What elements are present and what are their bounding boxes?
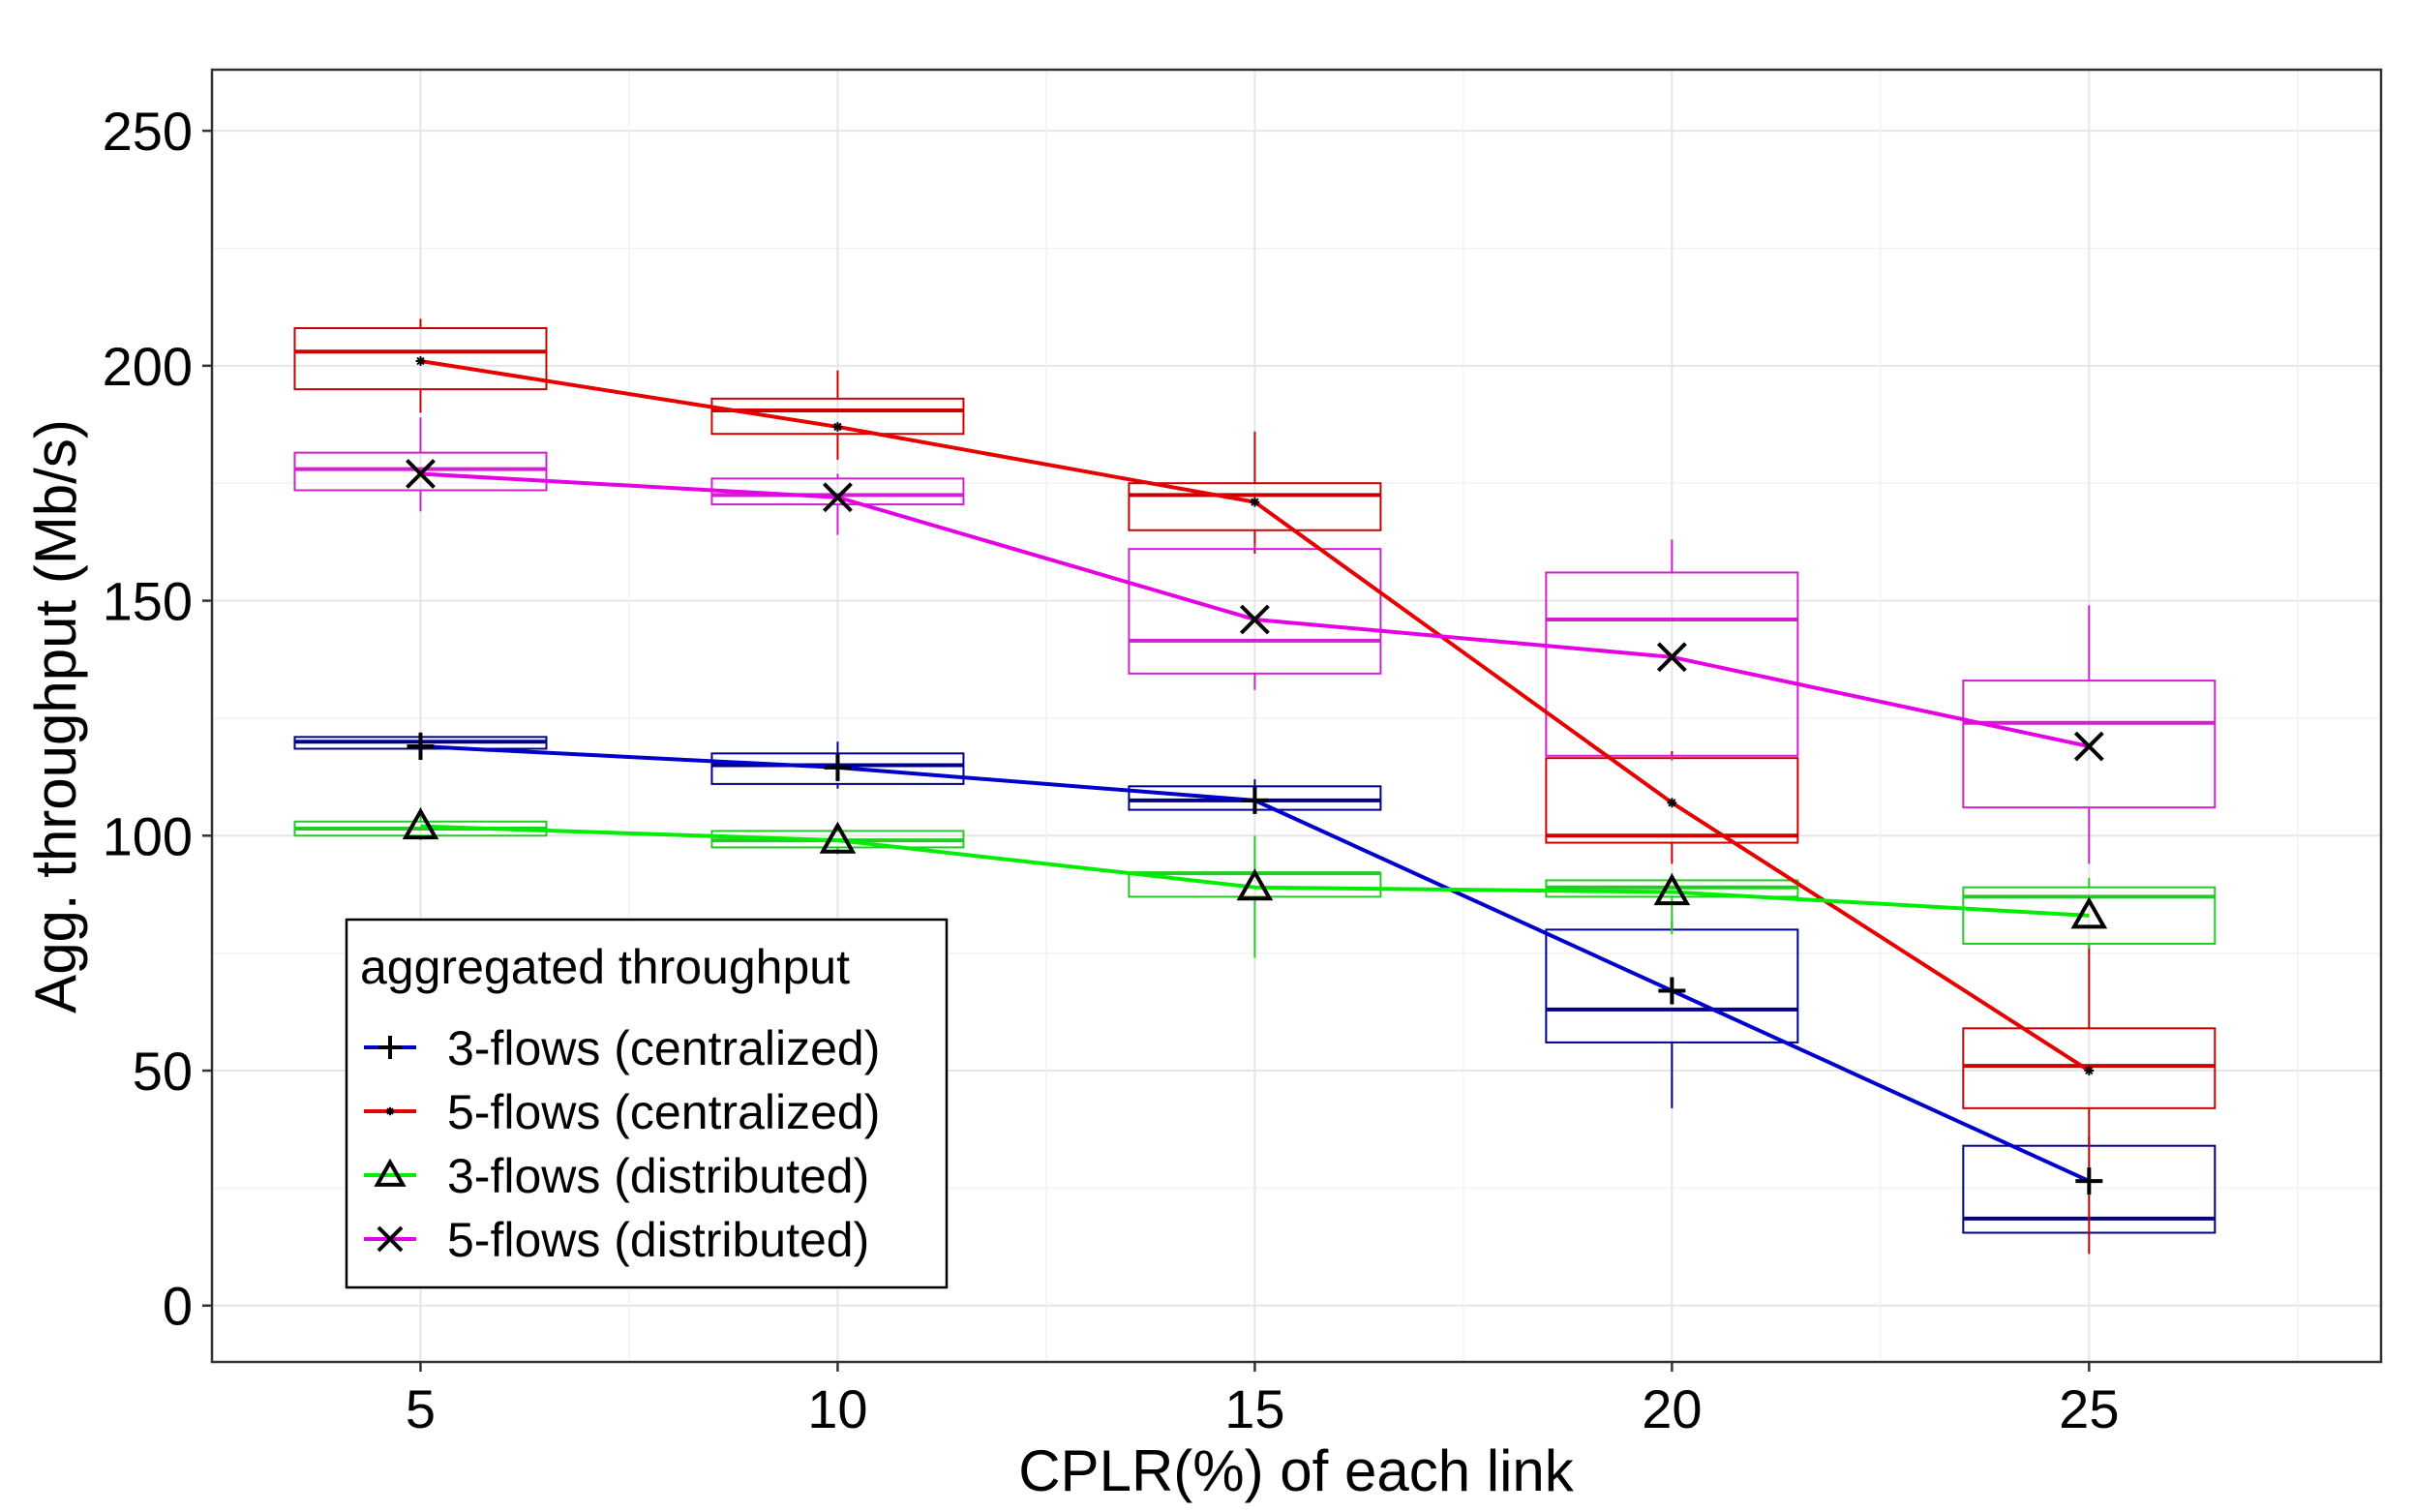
legend-label: 5-flows (distributed) xyxy=(447,1213,869,1267)
legend: aggregated throughput 3-flows (centraliz… xyxy=(345,918,949,1289)
mean-marker-3-x10 xyxy=(819,821,857,854)
mean-marker-2-x15 xyxy=(1250,497,1260,507)
mean-marker-4-x15 xyxy=(1239,604,1270,635)
box-4-x15 xyxy=(1128,544,1382,690)
legend-key-marker xyxy=(378,1036,402,1059)
mean-marker-1-x15 xyxy=(1241,786,1269,814)
mean-marker-4-x5 xyxy=(406,459,436,489)
mean-marker-4-x20 xyxy=(1656,642,1687,673)
box-iqr xyxy=(293,327,548,391)
box-2-x5 xyxy=(293,318,548,413)
mean-marker-2-x5 xyxy=(415,356,426,366)
y-tick-label: 0 xyxy=(163,1276,193,1337)
mean-marker-2-x20 xyxy=(1667,798,1677,808)
box-iqr xyxy=(710,752,965,785)
x-tick-label: 25 xyxy=(2059,1378,2119,1439)
box-2-x15 xyxy=(1128,431,1382,555)
x-tick-label: 5 xyxy=(406,1378,436,1439)
box-iqr xyxy=(1128,482,1382,531)
mean-marker-1-x10 xyxy=(824,753,852,781)
series-line-3 xyxy=(420,824,2090,918)
legend-label: 5-flows (centralized) xyxy=(447,1085,880,1139)
legend-item-2: 5-flows (centralized) xyxy=(364,1085,880,1139)
mean-marker-3-x25 xyxy=(2070,896,2108,929)
box-iqr xyxy=(1962,886,2217,945)
legend-item-3: 3-flows (distributed) xyxy=(364,1149,869,1203)
mean-marker-1-x25 xyxy=(2075,1167,2103,1195)
box-iqr xyxy=(1962,1027,2217,1109)
box-4-x5 xyxy=(293,417,548,512)
x-tick-label: 20 xyxy=(1642,1378,1702,1439)
mean-marker-3-x15 xyxy=(1236,868,1274,901)
axes: 0 50 100 150 200 250 5 10 15 20 25 xyxy=(103,101,2120,1439)
mean-marker-4-x10 xyxy=(823,482,853,513)
box-4-x25 xyxy=(1962,605,2217,864)
y-tick-label: 250 xyxy=(103,101,193,162)
legend-label: 3-flows (centralized) xyxy=(447,1021,880,1075)
legend-key-marker xyxy=(377,1225,404,1253)
mean-marker-1-x5 xyxy=(407,733,435,761)
legend-key-marker xyxy=(374,1158,407,1187)
mean-marker-2-x10 xyxy=(832,422,843,432)
box-2-x10 xyxy=(710,370,965,460)
legend-items: 3-flows (centralized) 5-flows (centralize… xyxy=(364,1021,880,1267)
legend-item-1: 3-flows (centralized) xyxy=(364,1021,880,1075)
mean-marker-4-x25 xyxy=(2073,731,2104,762)
mean-markers xyxy=(402,356,2108,1195)
legend-key-marker xyxy=(385,1106,395,1116)
box-iqr xyxy=(1962,680,2217,809)
x-axis-title: CPLR(%) of each link xyxy=(1018,1438,1575,1503)
box-4-x20 xyxy=(1545,539,1799,761)
legend-box xyxy=(345,918,949,1289)
mean-marker-3-x5 xyxy=(402,807,439,840)
mean-marker-1-x20 xyxy=(1658,977,1686,1005)
y-axis-title: Agg. throughput (Mb/s) xyxy=(23,419,88,1013)
x-tick-label: 15 xyxy=(1224,1378,1284,1439)
box-iqr xyxy=(1545,571,1799,757)
plot-panel-border xyxy=(210,68,2383,1364)
legend-item-4: 5-flows (distributed) xyxy=(364,1213,869,1267)
x-tick-label: 10 xyxy=(807,1378,867,1439)
y-tick-label: 150 xyxy=(103,571,193,632)
box-iqr xyxy=(710,397,965,436)
mean-marker-2-x25 xyxy=(2084,1066,2095,1075)
y-tick-label: 100 xyxy=(103,805,193,866)
y-tick-label: 50 xyxy=(133,1041,193,1102)
legend-label: 3-flows (distributed) xyxy=(447,1149,869,1203)
box-iqr xyxy=(1128,548,1382,675)
mean-marker-3-x20 xyxy=(1653,873,1691,906)
y-tick-label: 200 xyxy=(103,336,193,397)
box-iqr xyxy=(293,451,548,492)
legend-title: aggregated throughput xyxy=(360,940,850,994)
